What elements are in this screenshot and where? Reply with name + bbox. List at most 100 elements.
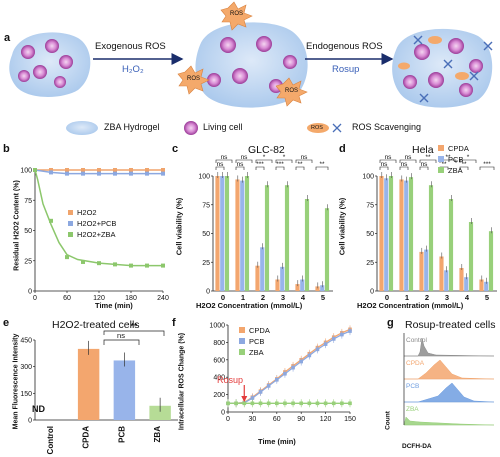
chart-d-bar bbox=[488, 231, 494, 291]
chart-c-sig-label: ns bbox=[221, 154, 229, 161]
legend-cell-label: Living cell bbox=[203, 122, 243, 132]
chart-f-point bbox=[266, 401, 271, 406]
chart-b-ytick-label: 0 bbox=[28, 289, 32, 296]
chart-c-bar bbox=[220, 176, 225, 291]
chart-d-sig-label: ns bbox=[385, 154, 393, 161]
chart-f-point bbox=[258, 401, 263, 406]
chart-b-ytick-label: 100 bbox=[20, 168, 32, 175]
chart-f-ytick-label: 0 bbox=[221, 410, 225, 417]
chart-c-bar bbox=[324, 208, 330, 291]
chart-f-point bbox=[348, 401, 352, 406]
chart-d-legend-swatch bbox=[438, 156, 444, 162]
chart-f-xtick-label: 30 bbox=[249, 416, 257, 423]
chart-c-xtick-label: 2 bbox=[261, 293, 265, 302]
chart-f-xlabel: Time (min) bbox=[258, 437, 296, 446]
chart-d-ylabel: Cell viability (%) bbox=[337, 197, 347, 256]
chart-g-xlabel: DCFH-DA bbox=[402, 443, 432, 450]
chart-g-hist-PCB bbox=[404, 382, 495, 403]
chart-d-bar bbox=[399, 179, 404, 291]
chart-b-xtick-label: 180 bbox=[125, 295, 137, 302]
ros-tag-3: ROS bbox=[285, 88, 299, 94]
chart-b-legend-swatch bbox=[68, 210, 73, 215]
chart-g-hist-ZBA bbox=[403, 416, 495, 426]
chart-b-legend-label: H2O2+ZBA bbox=[77, 230, 116, 239]
chart-d-sig-label: ** bbox=[425, 154, 431, 161]
chart-g-title: Rosup-treated cells bbox=[405, 319, 496, 331]
living-cells-3 bbox=[403, 38, 483, 97]
chart-c-xlabel: H2O2 Concentration (mmol/L) bbox=[196, 301, 303, 310]
chart-f-point bbox=[340, 401, 344, 406]
chart-e-nd-label: ND bbox=[32, 404, 45, 414]
chart-c-bar bbox=[240, 180, 245, 291]
chart-f-point bbox=[291, 401, 295, 406]
ros-tag-2: ROS bbox=[187, 76, 201, 82]
exogenous-label: Exogenous ROS bbox=[95, 41, 166, 52]
chart-c-sig-label: * bbox=[263, 154, 266, 161]
chart-b-point bbox=[65, 255, 69, 260]
panel-label-d: d bbox=[339, 143, 346, 155]
chart-f-rosup-arrowhead bbox=[241, 396, 248, 402]
panel-label-f: f bbox=[172, 317, 176, 329]
chart-c-bar bbox=[320, 285, 325, 291]
chart-f-xtick-label: 60 bbox=[273, 416, 281, 423]
chart-b-xtick-label: 240 bbox=[157, 295, 169, 302]
chart-f-point bbox=[331, 401, 336, 406]
chart-d-sig-bracket bbox=[419, 166, 429, 170]
chart-g-series-label: ZBA bbox=[406, 406, 419, 413]
chart-c-sig-label: ns bbox=[237, 161, 245, 168]
chart-b-point bbox=[49, 168, 53, 172]
legend-ros-swatch bbox=[307, 123, 329, 133]
chart-d-bar bbox=[484, 281, 489, 291]
chart-e-ytick-label: 150 bbox=[20, 391, 32, 398]
chart-d-xtick-label: 2 bbox=[425, 293, 429, 302]
ros-tag-1: ROS bbox=[230, 11, 244, 17]
chart-b-point bbox=[129, 171, 133, 176]
chart-c-sig-bracket bbox=[215, 159, 233, 163]
chart-d-bar bbox=[479, 279, 484, 291]
chart-f-legend-swatch bbox=[239, 349, 245, 355]
chart-c-sig-bracket bbox=[255, 166, 265, 170]
chart-d-bar bbox=[408, 177, 414, 291]
chart-e-bar bbox=[77, 348, 100, 420]
chart-g-series-label: CPDA bbox=[406, 360, 425, 367]
chart-c-bar bbox=[215, 176, 220, 291]
chart-f-ytick-label: 800 bbox=[213, 340, 225, 347]
chart-d-bar bbox=[444, 270, 449, 291]
chart-b-point bbox=[49, 218, 53, 223]
chart-f-ylabel: Intracellular ROS Change (%) bbox=[178, 332, 186, 431]
chart-d-ytick-label: 100 bbox=[362, 174, 374, 181]
chart-d-bar bbox=[384, 178, 389, 291]
chart-d-ytick-label: 75 bbox=[366, 202, 374, 209]
chart-f-point bbox=[348, 329, 352, 333]
chart-b-point bbox=[97, 171, 101, 176]
chart-c-ytick-label: 0 bbox=[206, 289, 210, 296]
chart-d-sig-label: ** bbox=[445, 154, 451, 161]
chart-c-bar bbox=[264, 185, 270, 291]
chart-d-bar bbox=[404, 180, 409, 291]
chart-d-xlabel: H2O2 Concentration (mmol/L) bbox=[357, 301, 464, 310]
chart-f-point bbox=[307, 353, 312, 358]
chart-f-xtick-label: 0 bbox=[226, 416, 230, 423]
chart-b-legend-swatch bbox=[68, 221, 73, 226]
chart-d-sig-label: ns bbox=[381, 161, 389, 168]
chart-c-sig-label: ns bbox=[301, 154, 309, 161]
chart-f-point bbox=[226, 401, 230, 406]
chart-b-point bbox=[113, 262, 117, 267]
chart-f-point bbox=[275, 401, 279, 406]
chart-c-sig-bracket bbox=[255, 159, 273, 163]
chart-e-xtick-label: PCB bbox=[117, 426, 126, 443]
chart-f-xtick-label: 150 bbox=[344, 416, 356, 423]
chart-f-xtick-label: 120 bbox=[320, 416, 332, 423]
chart-c-sig-label: ** bbox=[319, 161, 325, 168]
chart-b-point bbox=[145, 263, 149, 268]
chart-b-point bbox=[145, 171, 149, 176]
panel-label-a: a bbox=[4, 32, 11, 44]
chart-b-point bbox=[113, 171, 117, 176]
chart-f-point bbox=[299, 401, 303, 406]
living-cells-2 bbox=[207, 36, 297, 93]
chart-g-series-label: PCB bbox=[406, 383, 419, 390]
chart-e-bar bbox=[149, 405, 171, 420]
chart-b-ytick-label: 75 bbox=[24, 198, 32, 205]
chart-c-bar bbox=[235, 179, 240, 291]
